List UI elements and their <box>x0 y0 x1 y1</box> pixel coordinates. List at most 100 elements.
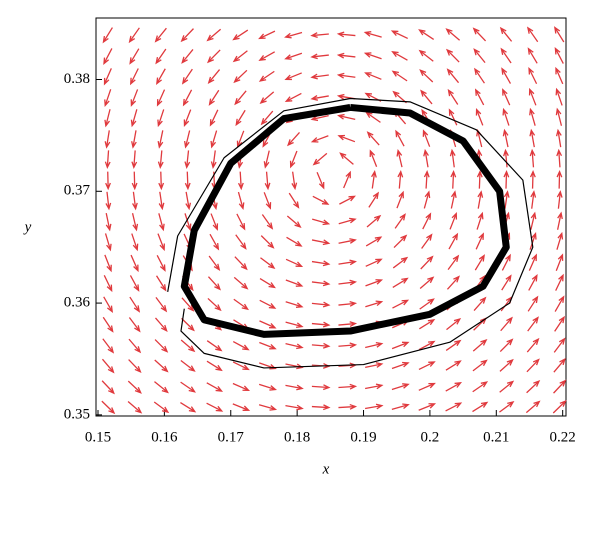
field-arrow <box>552 399 567 414</box>
field-arrow <box>155 275 167 292</box>
field-arrow <box>288 192 300 209</box>
field-arrow <box>391 51 408 61</box>
field-arrow <box>157 150 164 169</box>
field-arrow <box>423 169 430 189</box>
y-tick-label: 0.37 <box>64 183 91 199</box>
field-arrow <box>472 401 489 413</box>
field-arrow <box>391 70 408 82</box>
x-tick-label: 0.18 <box>284 429 310 445</box>
field-arrow <box>339 195 356 205</box>
field-arrow <box>526 379 541 394</box>
field-arrow <box>311 321 331 328</box>
field-arrow <box>365 279 384 287</box>
field-arrow <box>391 361 410 370</box>
field-arrow <box>157 109 165 128</box>
field-arrow <box>555 128 562 148</box>
field-arrow <box>365 258 383 267</box>
field-arrow <box>364 72 382 80</box>
x-tick-label: 0.16 <box>151 429 178 445</box>
field-arrow <box>500 296 513 312</box>
field-arrow <box>554 47 564 64</box>
field-arrow <box>285 301 304 308</box>
field-arrow <box>336 52 356 59</box>
field-arrow <box>396 148 403 168</box>
field-arrow <box>181 68 193 85</box>
field-arrow <box>184 171 191 191</box>
field-arrow <box>285 343 304 350</box>
field-arrow <box>419 69 434 83</box>
field-arrow <box>528 67 538 85</box>
field-arrow <box>418 403 437 411</box>
field-arrow <box>285 258 304 268</box>
field-arrow <box>258 30 276 40</box>
field-arrow <box>181 297 195 312</box>
field-arrow <box>128 338 142 354</box>
field-arrow <box>445 360 462 371</box>
field-arrow <box>339 152 354 165</box>
field-arrow <box>312 152 328 166</box>
field-arrow <box>158 191 165 211</box>
field-arrow <box>501 67 512 84</box>
field-arrow <box>391 341 410 350</box>
field-arrow <box>310 53 329 60</box>
field-arrow <box>446 68 460 84</box>
field-arrow <box>474 88 485 106</box>
field-arrow <box>472 338 488 352</box>
field-arrow <box>101 358 115 374</box>
field-arrow <box>311 384 331 391</box>
field-arrow <box>236 213 246 231</box>
field-arrow <box>476 211 484 230</box>
field-arrow <box>235 234 247 250</box>
field-arrow <box>154 381 169 394</box>
field-arrow <box>396 190 404 209</box>
field-arrow <box>530 211 537 230</box>
field-arrow <box>450 190 457 209</box>
field-arrow <box>210 150 217 169</box>
field-arrow <box>366 214 382 228</box>
field-arrow <box>181 317 195 332</box>
field-arrow <box>419 298 435 310</box>
field-arrow <box>156 89 166 107</box>
field-arrow <box>312 195 330 205</box>
field-arrow <box>154 339 169 353</box>
field-arrow <box>237 191 245 211</box>
field-arrow <box>103 296 114 314</box>
field-arrow <box>312 218 331 226</box>
field-arrow <box>553 379 567 394</box>
field-arrow <box>207 69 221 84</box>
field-arrow <box>554 315 565 332</box>
field-arrow <box>129 68 139 86</box>
field-arrow <box>180 360 196 372</box>
field-arrow <box>180 339 196 353</box>
field-arrow <box>105 213 112 232</box>
field-arrow <box>392 277 409 288</box>
field-arrow <box>206 28 222 42</box>
field-arrow <box>311 239 331 246</box>
field-arrow <box>129 275 140 292</box>
field-arrow <box>448 108 458 126</box>
field-arrow <box>363 52 382 60</box>
field-arrow <box>420 89 433 105</box>
field-arrow <box>284 52 303 60</box>
x-axis-label: x <box>322 461 330 477</box>
field-arrow <box>365 362 384 369</box>
field-arrow <box>157 233 165 252</box>
field-arrow <box>235 109 246 127</box>
field-arrow <box>364 403 384 410</box>
field-arrow <box>338 403 358 410</box>
field-arrow <box>529 169 536 189</box>
field-arrow <box>207 276 221 291</box>
field-arrow <box>500 47 512 64</box>
field-arrow <box>104 150 111 170</box>
field-arrow <box>232 403 251 411</box>
field-arrow <box>232 50 248 63</box>
field-arrow <box>368 191 380 208</box>
field-arrow <box>556 169 563 189</box>
field-arrow <box>418 340 436 351</box>
field-arrow <box>397 169 404 189</box>
field-arrow <box>365 383 384 390</box>
field-arrow <box>261 214 274 230</box>
field-arrow <box>206 402 224 412</box>
field-arrow <box>449 212 458 230</box>
field-arrow <box>259 277 276 289</box>
